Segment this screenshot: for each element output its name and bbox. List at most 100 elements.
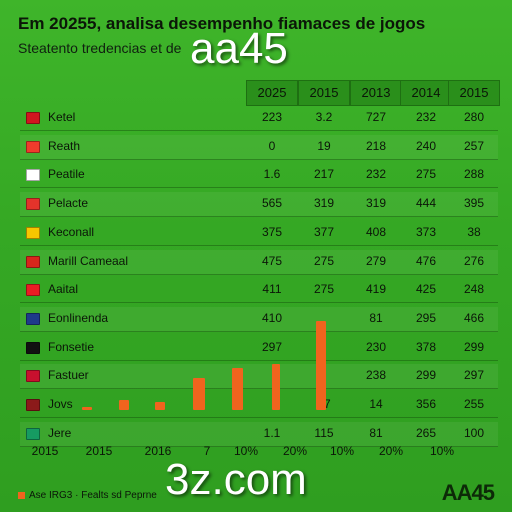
table-cell: 444 [415, 196, 437, 211]
table-cell: 395 [463, 196, 485, 211]
team-name: Jere [48, 425, 72, 440]
flag-icon [26, 255, 40, 268]
table-cell: 319 [365, 196, 387, 211]
x-tick-label: 20% [282, 444, 308, 458]
table-cell: 217 [313, 167, 335, 182]
x-tick-label: 10% [329, 444, 355, 458]
page-title: Em 20255, analisa desempenho fiamaces de… [18, 14, 426, 33]
table-row: Ketel 223 3.2 727 232 280 [20, 106, 498, 131]
table-cell: 257 [463, 138, 485, 153]
flag-icon [26, 312, 40, 325]
page-subtitle: Steatento tredencias et de [18, 40, 182, 56]
table-cell: 275 [415, 167, 437, 182]
table-cell: 38 [467, 224, 481, 239]
x-tick-label: 2015 [85, 444, 113, 458]
table-row: Fonsetie 297 230 378 299 [20, 336, 498, 361]
table-cell: 1.1 [263, 425, 281, 440]
table-row: Jovs 77 14 356 255 [20, 393, 498, 418]
table-row: Eonlinenda 410 81 295 466 [20, 306, 498, 332]
table-cell: 295 [415, 310, 437, 325]
table-cell: 265 [415, 425, 437, 440]
table-cell: 218 [365, 138, 387, 153]
team-name: Eonlinenda [48, 310, 109, 325]
table-cell: 375 [261, 224, 283, 239]
table-cell: 378 [415, 339, 437, 354]
table-row: Peatile 1.6 217 232 275 288 [20, 163, 498, 189]
table-cell: 377 [313, 224, 335, 239]
column-header: 2014 [400, 80, 452, 106]
x-tick-label: 2015 [31, 444, 59, 458]
table-cell: 248 [463, 282, 485, 297]
team-name: Aaital [48, 282, 79, 297]
x-tick-label: 10% [429, 444, 455, 458]
table-cell: 297 [261, 339, 283, 354]
team-name: Reath [48, 138, 81, 153]
table-cell: 727 [365, 110, 387, 124]
table-cell: 232 [365, 167, 387, 182]
team-name: Fonsetie [48, 339, 95, 354]
table-cell: 223 [261, 110, 283, 124]
table-cell: 1.6 [263, 167, 281, 182]
table-row: Pelacte 565 319 319 444 395 [20, 192, 498, 218]
team-name: Ketel [48, 110, 76, 124]
table-cell: 275 [313, 282, 335, 297]
column-header: 2015 [448, 80, 500, 106]
table-cell: 419 [365, 282, 387, 297]
table-cell: 356 [415, 397, 437, 411]
table-cell: 299 [463, 339, 485, 354]
team-name: Fastuer [48, 368, 89, 383]
flag-icon [26, 399, 40, 411]
table-cell: 77 [317, 397, 331, 411]
table-cell: 280 [463, 110, 485, 124]
legend: Ase IRG3 · Fealts sd Peprne [18, 490, 157, 501]
column-header: 2013 [350, 80, 402, 106]
table-cell: 230 [365, 339, 387, 354]
column-header: 2025 [246, 80, 298, 106]
table-cell: 288 [463, 167, 485, 182]
table-cell: 565 [261, 196, 283, 211]
x-tick-label: 10% [233, 444, 259, 458]
flag-icon [26, 226, 40, 239]
table-cell: 255 [463, 397, 485, 411]
table-cell: 81 [369, 310, 383, 325]
table-row: Marill Cameaal 475 275 279 476 276 [20, 249, 498, 275]
table-cell: 238 [365, 368, 387, 383]
table-cell: 297 [463, 368, 485, 383]
table-cell: 14 [369, 397, 383, 411]
flag-icon [26, 169, 40, 182]
table-row: Fastuer 238 299 297 [20, 364, 498, 390]
team-name: Marill Cameaal [48, 253, 129, 268]
table-cell: 425 [415, 282, 437, 297]
flag-icon [26, 427, 40, 440]
table-cell: 319 [313, 196, 335, 211]
table-row: Jere 1.1 115 81 265 100 [20, 421, 498, 447]
table-cell: 476 [415, 253, 437, 268]
flag-icon [26, 341, 40, 354]
domain-watermark: 3z.com [165, 455, 307, 504]
table-cell: 299 [415, 368, 437, 383]
table-cell: 279 [365, 253, 387, 268]
table-cell: 115 [314, 425, 334, 440]
x-tick-label: 2016 [144, 444, 172, 458]
table-cell: 276 [463, 253, 485, 268]
table-cell: 466 [463, 310, 485, 325]
table-cell: 475 [261, 253, 283, 268]
table-cell: 19 [317, 138, 331, 153]
table-cell: 3.2 [315, 110, 333, 124]
table-row: Reath 0 19 218 240 257 [20, 134, 498, 160]
table-cell: 240 [415, 138, 437, 153]
table-row: Aaital 411 275 419 425 248 [20, 278, 498, 304]
legend-swatch [18, 491, 25, 499]
legend-text: Ase IRG3 · Fealts sd Peprne [29, 490, 157, 501]
team-name: Peatile [48, 167, 85, 182]
table-row: Keconall 375 377 408 373 38 [20, 221, 498, 246]
table-cell: 0 [268, 138, 276, 153]
team-name: Keconall [48, 224, 95, 239]
table-cell: 232 [415, 110, 437, 124]
table-cell: 408 [365, 224, 387, 239]
flag-icon [26, 284, 40, 297]
brand-logo: AA45 [441, 480, 495, 505]
table-cell: 81 [369, 425, 383, 440]
flag-icon [26, 140, 40, 153]
table-cell: 275 [313, 253, 335, 268]
